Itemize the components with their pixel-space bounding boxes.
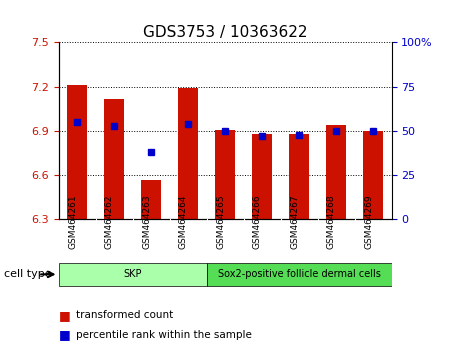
Text: GSM464261: GSM464261 xyxy=(68,194,77,249)
Bar xyxy=(215,130,235,219)
Text: ■: ■ xyxy=(58,309,70,321)
FancyBboxPatch shape xyxy=(207,263,392,285)
Title: GDS3753 / 10363622: GDS3753 / 10363622 xyxy=(143,25,307,40)
Text: GSM464264: GSM464264 xyxy=(179,195,188,249)
Bar xyxy=(67,85,87,219)
Bar xyxy=(363,131,383,219)
Text: SKP: SKP xyxy=(123,269,142,279)
Bar xyxy=(141,179,161,219)
Bar xyxy=(326,125,346,219)
Text: GSM464263: GSM464263 xyxy=(142,194,151,249)
Bar xyxy=(104,98,124,219)
Text: percentile rank within the sample: percentile rank within the sample xyxy=(76,330,252,339)
Bar xyxy=(289,134,309,219)
Text: GSM464265: GSM464265 xyxy=(216,194,225,249)
Text: GSM464268: GSM464268 xyxy=(327,194,336,249)
Text: cell type: cell type xyxy=(4,269,52,279)
Text: GSM464266: GSM464266 xyxy=(253,194,262,249)
Text: GSM464267: GSM464267 xyxy=(290,194,299,249)
Text: ■: ■ xyxy=(58,328,70,341)
Text: transformed count: transformed count xyxy=(76,310,174,320)
Text: GSM464262: GSM464262 xyxy=(105,195,114,249)
Text: Sox2-positive follicle dermal cells: Sox2-positive follicle dermal cells xyxy=(217,269,380,279)
Bar xyxy=(178,88,198,219)
Bar xyxy=(252,134,272,219)
Text: GSM464269: GSM464269 xyxy=(364,194,373,249)
FancyBboxPatch shape xyxy=(58,263,207,285)
